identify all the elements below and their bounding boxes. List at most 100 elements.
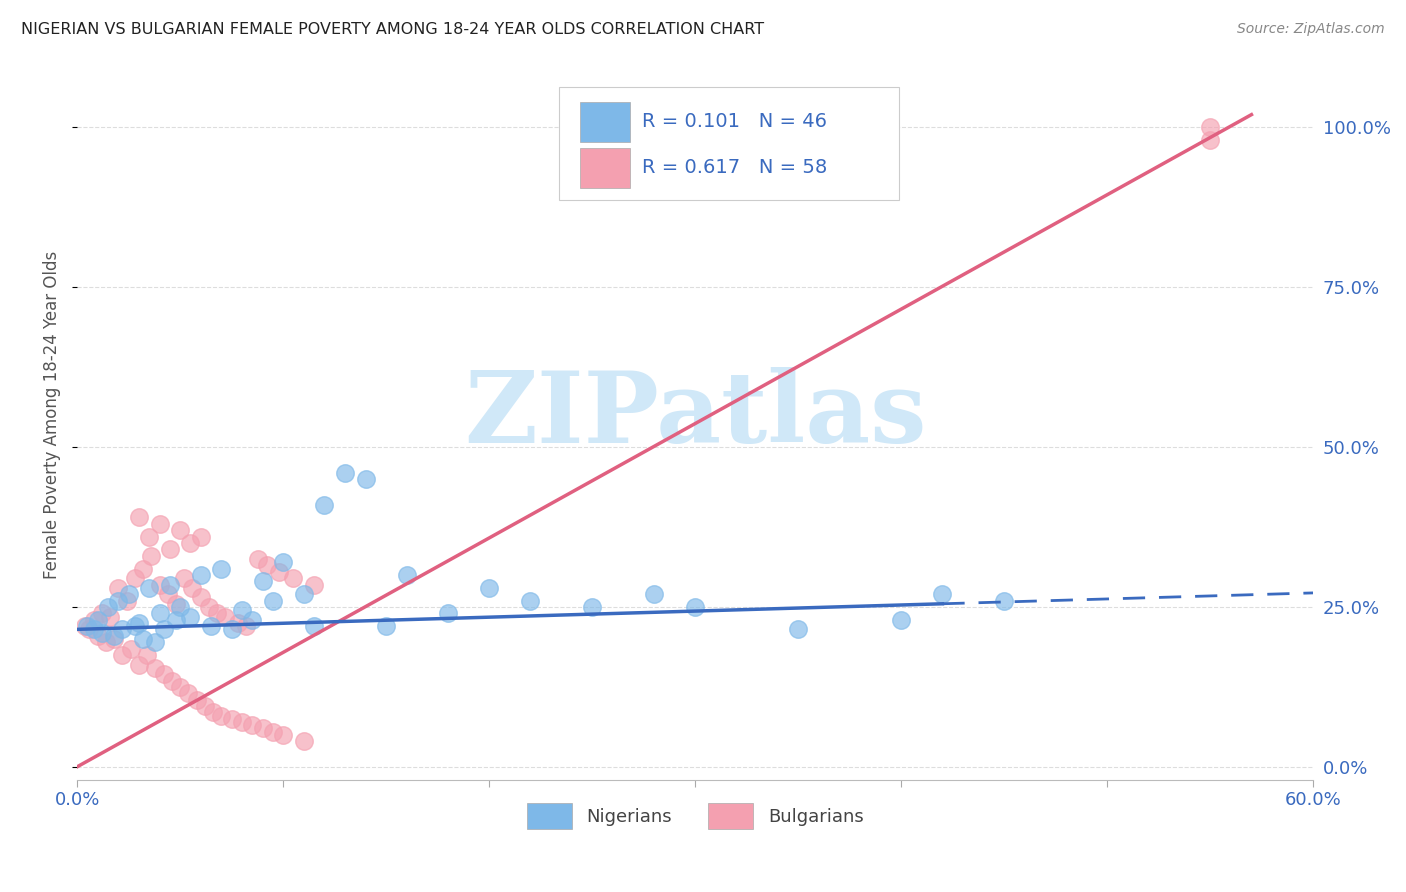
Point (179, 609, 201, 624)
Point (247, 552, 270, 566)
Point (194, 699, 217, 714)
Point (97, 599, 120, 614)
Point (262, 724, 284, 739)
Point (283, 571, 305, 585)
Point (190, 591, 212, 605)
Point (333, 466, 356, 480)
FancyBboxPatch shape (560, 87, 900, 200)
Point (993, 593, 1015, 607)
Point (128, 615, 150, 630)
Point (169, 680, 191, 694)
Point (292, 587, 315, 601)
Point (128, 510, 150, 524)
Text: R = 0.101   N = 46: R = 0.101 N = 46 (643, 112, 827, 131)
Point (152, 623, 174, 637)
Point (478, 581, 501, 595)
Point (643, 587, 665, 601)
Point (120, 641, 142, 656)
Point (231, 603, 253, 617)
Point (145, 635, 167, 649)
Point (169, 599, 191, 614)
Point (209, 708, 232, 723)
Point (200, 619, 222, 633)
Text: Source: ZipAtlas.com: Source: ZipAtlas.com (1237, 22, 1385, 37)
Point (354, 472, 377, 486)
Point (83, 613, 105, 627)
Point (267, 565, 290, 579)
Point (1199, 133, 1222, 147)
Point (173, 571, 195, 585)
Point (94, 635, 117, 649)
Point (581, 599, 603, 614)
Point (437, 607, 460, 621)
Point (160, 673, 183, 688)
Point (226, 615, 249, 630)
Point (375, 619, 398, 633)
Point (98, 609, 121, 624)
Point (103, 632, 125, 646)
Point (117, 587, 139, 601)
Point (302, 577, 325, 591)
Point (145, 661, 167, 675)
Point (186, 692, 208, 706)
Point (138, 530, 160, 544)
Point (256, 558, 278, 573)
Point (159, 577, 181, 591)
Point (271, 555, 294, 569)
Legend: Nigerians, Bulgarians: Nigerians, Bulgarians (520, 797, 870, 836)
Point (156, 587, 179, 601)
Point (209, 561, 232, 575)
Point (252, 722, 274, 736)
Text: NIGERIAN VS BULGARIAN FEMALE POVERTY AMONG 18-24 YEAR OLDS CORRELATION CHART: NIGERIAN VS BULGARIAN FEMALE POVERTY AMO… (21, 22, 765, 37)
Point (202, 706, 225, 720)
Point (240, 718, 263, 732)
Point (890, 613, 912, 627)
Point (90, 625, 112, 640)
Point (190, 530, 212, 544)
Point (86, 613, 108, 627)
Point (235, 619, 257, 633)
Point (314, 498, 336, 512)
Point (931, 587, 953, 601)
Point (221, 712, 243, 726)
Point (190, 568, 212, 582)
Point (76, 619, 98, 633)
Point (519, 593, 541, 607)
Point (138, 581, 160, 595)
Y-axis label: Female Poverty Among 18-24 Year Olds: Female Poverty Among 18-24 Year Olds (44, 251, 60, 579)
Point (148, 607, 170, 621)
Point (128, 657, 150, 672)
Point (177, 686, 200, 700)
Point (214, 609, 236, 624)
Point (198, 599, 221, 614)
Point (205, 607, 228, 621)
Point (103, 629, 125, 643)
Point (252, 574, 274, 589)
Point (683, 599, 706, 614)
Point (111, 623, 134, 637)
Point (124, 619, 146, 633)
Point (165, 597, 187, 611)
Point (165, 613, 187, 627)
Point (1199, 120, 1222, 135)
Point (221, 623, 243, 637)
Text: ZIPatlas: ZIPatlas (464, 367, 927, 464)
Point (115, 593, 138, 607)
Point (124, 571, 146, 585)
Point (152, 667, 174, 681)
Point (179, 536, 201, 550)
Point (75, 619, 97, 633)
Point (271, 728, 294, 742)
FancyBboxPatch shape (581, 148, 630, 187)
Point (302, 619, 325, 633)
Point (141, 549, 163, 563)
Point (132, 632, 155, 646)
Point (787, 623, 810, 637)
Point (107, 593, 129, 607)
Point (132, 561, 155, 575)
Point (90, 607, 112, 621)
Point (111, 648, 134, 662)
Point (262, 593, 284, 607)
Point (107, 581, 129, 595)
Point (395, 568, 418, 582)
